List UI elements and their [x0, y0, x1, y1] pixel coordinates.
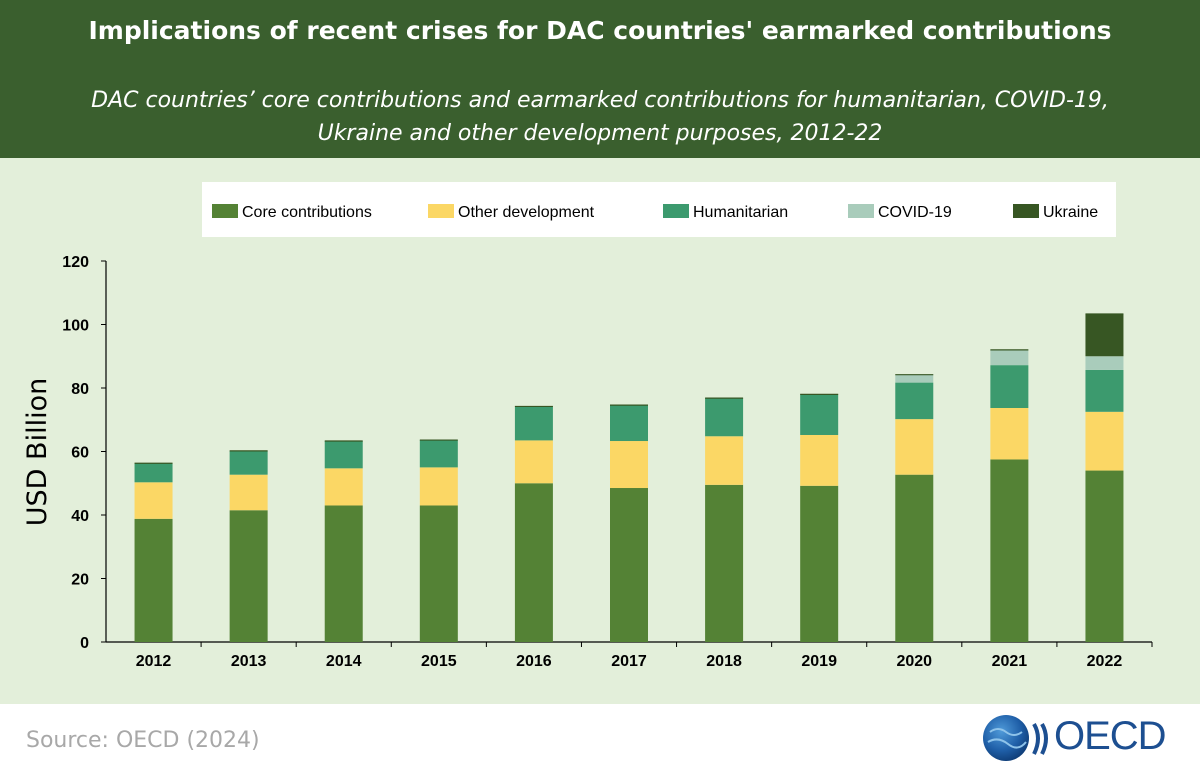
- bar-segment: [419, 467, 458, 506]
- y-axis-label: USD Billion: [22, 378, 53, 526]
- legend-label: COVID-19: [878, 204, 952, 221]
- bar-segment: [705, 436, 744, 485]
- y-tick-label: 20: [71, 572, 89, 589]
- bar-segment: [895, 374, 934, 383]
- bar-segment: [324, 505, 363, 642]
- bar-segment: [990, 349, 1029, 366]
- bar-segment: [800, 394, 839, 435]
- oecd-logo-text: OECD: [1054, 714, 1167, 758]
- bar-segment: [895, 382, 934, 420]
- wave-mark-1: [1032, 723, 1040, 755]
- x-tick-label: 2012: [136, 653, 172, 670]
- y-tick-label: 40: [71, 508, 89, 525]
- chart-subtitle-line-1: DAC countries’ core contributions and ea…: [91, 88, 1109, 113]
- legend-swatch: [663, 204, 689, 218]
- bar-segment: [895, 474, 934, 642]
- y-tick-label: 60: [71, 445, 89, 462]
- x-tick-label: 2015: [421, 653, 457, 670]
- y-tick-label: 80: [71, 381, 89, 398]
- bar-segment: [990, 365, 1029, 409]
- legend-label: Core contributions: [242, 204, 372, 221]
- x-tick-label: 2013: [231, 653, 267, 670]
- bar-segment: [610, 488, 648, 642]
- bar-segment: [134, 518, 173, 642]
- bar-segment: [800, 434, 839, 486]
- x-tick-label: 2018: [706, 653, 742, 670]
- bar-segment: [705, 398, 744, 437]
- oecd-logo: [983, 715, 1048, 761]
- bar-segment: [514, 406, 553, 441]
- bar-segment: [419, 505, 458, 642]
- bar-segment: [990, 459, 1029, 642]
- source-note: Source: OECD (2024): [26, 728, 260, 753]
- chart-subtitle-line-2: Ukraine and other development purposes, …: [317, 121, 883, 146]
- chart-subtitle: DAC countries’ core contributions and ea…: [60, 84, 1140, 150]
- legend-swatch: [428, 204, 454, 218]
- bar-segment: [419, 440, 458, 468]
- bar-segment: [610, 441, 648, 489]
- bar-segment: [514, 440, 553, 484]
- x-tick-label: 2020: [896, 653, 932, 670]
- x-tick-label: 2017: [611, 653, 647, 670]
- bar-segment: [705, 484, 744, 642]
- x-tick-label: 2016: [516, 653, 552, 670]
- bar-segment: [324, 441, 363, 469]
- bar-segment: [990, 408, 1029, 460]
- chart-title: Implications of recent crises for DAC co…: [88, 16, 1112, 45]
- legend-box: [202, 182, 1116, 237]
- legend-label: Humanitarian: [693, 204, 788, 221]
- bar-segment: [1085, 314, 1124, 357]
- bar-segment: [134, 463, 173, 483]
- legend-swatch: [212, 204, 238, 218]
- legend-label: Other development: [458, 204, 595, 221]
- y-tick-label: 0: [80, 635, 89, 652]
- legend-swatch: [1013, 204, 1039, 218]
- y-tick-label: 100: [62, 318, 89, 335]
- bar-segment: [610, 405, 648, 442]
- bar-segment: [229, 450, 268, 475]
- x-tick-label: 2014: [326, 653, 362, 670]
- bar-segment: [1085, 356, 1124, 370]
- bar-segment: [134, 482, 173, 519]
- bar-segment: [229, 510, 268, 642]
- x-tick-label: 2019: [801, 653, 837, 670]
- legend-label: Ukraine: [1043, 204, 1098, 221]
- bar-segment: [229, 474, 268, 511]
- bar-segment: [895, 419, 934, 475]
- bar-segment: [1085, 470, 1124, 642]
- globe-icon: [983, 715, 1029, 761]
- x-tick-label: 2022: [1087, 653, 1123, 670]
- wave-mark-2: [1040, 723, 1048, 755]
- bar-segment: [324, 468, 363, 506]
- y-tick-label: 120: [62, 254, 89, 271]
- bar-segment: [1085, 411, 1124, 471]
- chart-header: Implications of recent crises for DAC co…: [0, 0, 1200, 158]
- x-tick-label: 2021: [992, 653, 1028, 670]
- bar-segment: [514, 483, 553, 642]
- legend-swatch: [848, 204, 874, 218]
- bar-segment: [1085, 369, 1124, 412]
- bar-segment: [800, 485, 839, 642]
